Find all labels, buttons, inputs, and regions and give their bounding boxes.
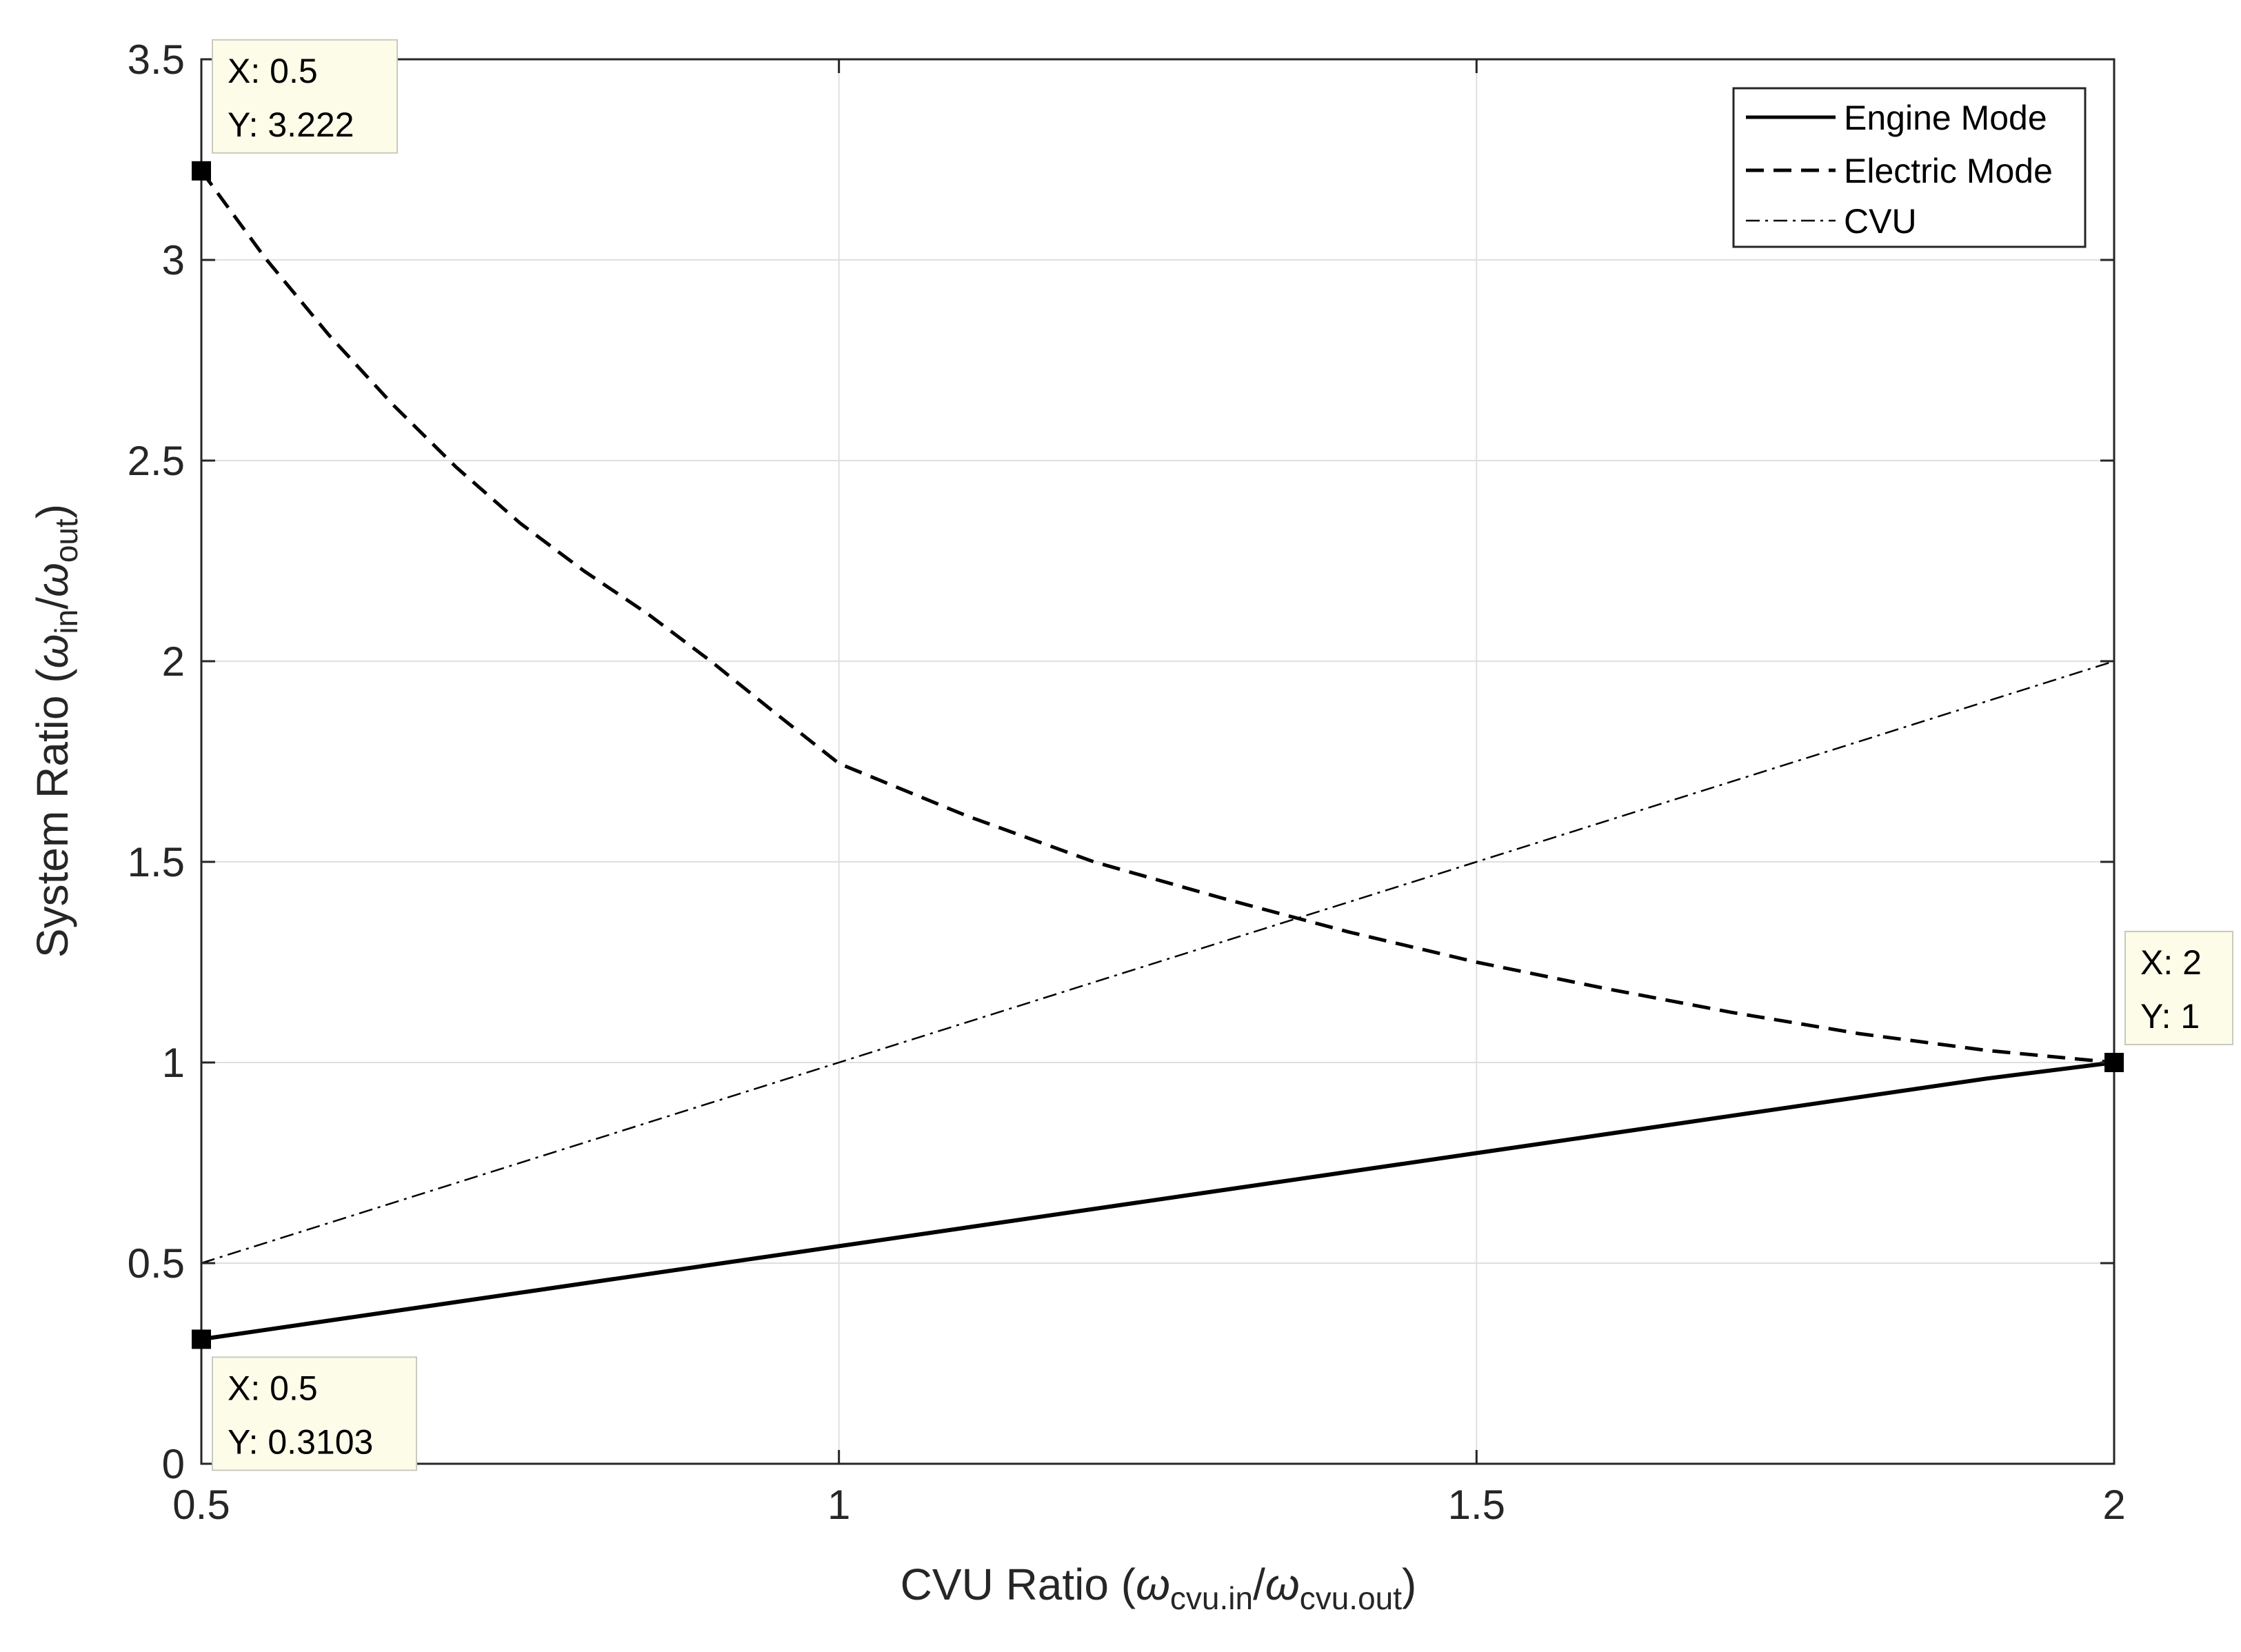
x-tick-label-3: 2 — [2102, 1482, 2125, 1528]
y-tick-label-3: 1.5 — [128, 839, 185, 885]
series-line-electric-mode — [199, 170, 2115, 1065]
datatip-box-1 — [2124, 931, 2233, 1045]
datatip-box-2 — [212, 1356, 417, 1471]
series-line-engine-mode — [201, 1060, 2115, 1342]
plot-frame — [200, 58, 2116, 1465]
datatip-box-0 — [212, 39, 398, 154]
legend-label-electric-mode: Electric Mode — [1844, 152, 2053, 190]
x-axis-label: CVU Ratio (ωcvu.in/ωcvu.out) — [901, 1560, 1417, 1616]
y-tick-label-1: 0.5 — [128, 1240, 185, 1287]
y-tick-label-2: 1 — [162, 1040, 185, 1086]
datatip-marker-0 — [192, 161, 211, 181]
axis-ticks: 0.5 1 1.5 200.511.522.533.5 — [128, 37, 2126, 1528]
legend-box — [1732, 87, 2087, 248]
x-tick-label-2: 1.5 — [1448, 1482, 1505, 1528]
series-line-cvu — [201, 660, 2115, 1265]
y-tick-label-0: 0 — [162, 1441, 185, 1487]
datatips: X: 0.5 Y: 3.222 X: 2 Y: 1 X: 0.5 Y: 0.3103 — [192, 39, 2233, 1471]
plot-series — [199, 170, 2115, 1342]
datatip-x-text-1: X: 2 — [2140, 943, 2202, 982]
datatip-y-text-1: Y: 1 — [2140, 997, 2200, 1036]
y-tick-label-7: 3.5 — [128, 37, 185, 83]
datatip-marker-1 — [2104, 1053, 2124, 1072]
y-tick-label-5: 2.5 — [128, 438, 185, 484]
y-axis-label: System Ratio (ωin/ωout) — [28, 504, 84, 958]
datatip-y-text-2: Y: 0.3103 — [228, 1422, 373, 1461]
x-tick-label-0: 0.5 — [172, 1482, 230, 1528]
datatip-x-text-2: X: 0.5 — [228, 1369, 318, 1407]
legend: Engine Mode Electric Mode CVU — [1732, 87, 2087, 248]
datatip-x-text-0: X: 0.5 — [228, 52, 318, 90]
y-tick-label-4: 2 — [162, 638, 185, 685]
datatip-marker-2 — [192, 1329, 211, 1349]
x-tick-label-1: 1 — [827, 1482, 850, 1528]
y-tick-label-6: 3 — [162, 237, 185, 283]
legend-label-cvu: CVU — [1844, 202, 1917, 241]
grid-lines — [201, 59, 2115, 1464]
datatip-y-text-0: Y: 3.222 — [228, 105, 354, 144]
legend-label-engine-mode: Engine Mode — [1844, 99, 2047, 137]
